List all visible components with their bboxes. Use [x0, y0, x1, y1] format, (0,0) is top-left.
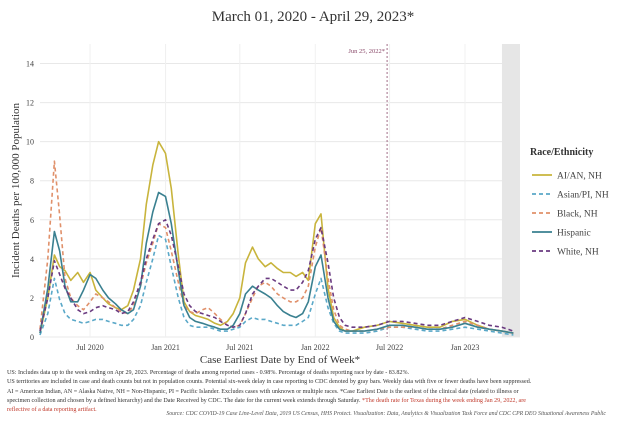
texas-note-continued: reflective of a data reporting artifact.	[7, 407, 97, 414]
source-note: Source: CDC COVID-19 Case Line-Level Dat…	[166, 411, 606, 417]
x-tick-label: Jul 2020	[76, 343, 103, 352]
footnotes: US: Includes data up to the week ending …	[7, 369, 619, 415]
y-tick-label: 8	[30, 177, 34, 186]
x-tick-label: Jan 2022	[301, 343, 330, 352]
line-chart: Jun 25, 2022* 0 2 4 6 8 10 12 14 Jul 2020 Jan 20…	[10, 44, 609, 366]
reporting-delay-shaded-region	[501, 44, 520, 337]
x-tick-label: Jan 2021	[151, 343, 180, 352]
footnote-line-5: reflective of a data reporting artifact.	[7, 406, 619, 415]
footnote-line-4-text: specimen collection and chosen by a defi…	[7, 397, 361, 404]
footnote-line-2: US territories are included in case and …	[7, 379, 532, 386]
annotation-label: Jun 25, 2022*	[348, 48, 385, 55]
legend-label: Asian/PI, NH	[557, 191, 609, 201]
legend-label: Black, NH	[557, 210, 598, 220]
texas-note: *The death rate for Texas during the wee…	[362, 397, 526, 404]
y-tick-label: 2	[30, 294, 34, 303]
y-axis-ticks: 0 2 4 6 8 10 12 14	[26, 60, 34, 342]
legend-label: Hispanic	[557, 229, 591, 239]
footnote-line-1: US: Includes data up to the week ending …	[7, 370, 410, 376]
series-line-ai-an-nh	[39, 140, 514, 334]
y-tick-label: 4	[30, 255, 34, 264]
y-tick-label: 14	[26, 60, 34, 69]
y-tick-label: 0	[30, 333, 34, 342]
y-axis-label: Incident Deaths per 100,000 Population	[10, 102, 22, 278]
x-axis-label: Case Earliest Date by End of Week*	[200, 354, 360, 366]
legend-label: White, NH	[557, 248, 599, 258]
grid-lines	[40, 44, 520, 338]
series-line-black-nh	[39, 160, 514, 334]
chart-title: March 01, 2020 - April 29, 2023*	[211, 9, 415, 25]
footnote-line-3: AI = American Indian, AN = Alaska Native…	[7, 388, 519, 395]
series-layer	[39, 140, 514, 336]
x-axis-ticks: Jul 2020 Jan 2021 Jul 2021 Jan 2022 Jul 2022…	[76, 343, 479, 352]
legend-title: Race/Ethnicity	[530, 147, 593, 158]
x-tick-label: Jan 2023	[451, 343, 480, 352]
x-tick-label: Jul 2022	[376, 343, 403, 352]
series-line-hispanic	[39, 191, 514, 334]
footnote-line-4: specimen collection and chosen by a defi…	[7, 397, 619, 406]
y-tick-label: 6	[30, 216, 34, 225]
x-tick-label: Jul 2021	[226, 343, 253, 352]
legend: Race/Ethnicity AI/AN, NH Asian/PI, NH Blac…	[530, 147, 609, 258]
series-line-white-nh	[39, 219, 514, 332]
y-tick-label: 10	[26, 138, 34, 147]
legend-label: AI/AN, NH	[557, 172, 602, 182]
series-line-asian-pi-nh	[39, 234, 514, 336]
y-tick-label: 12	[26, 99, 34, 108]
